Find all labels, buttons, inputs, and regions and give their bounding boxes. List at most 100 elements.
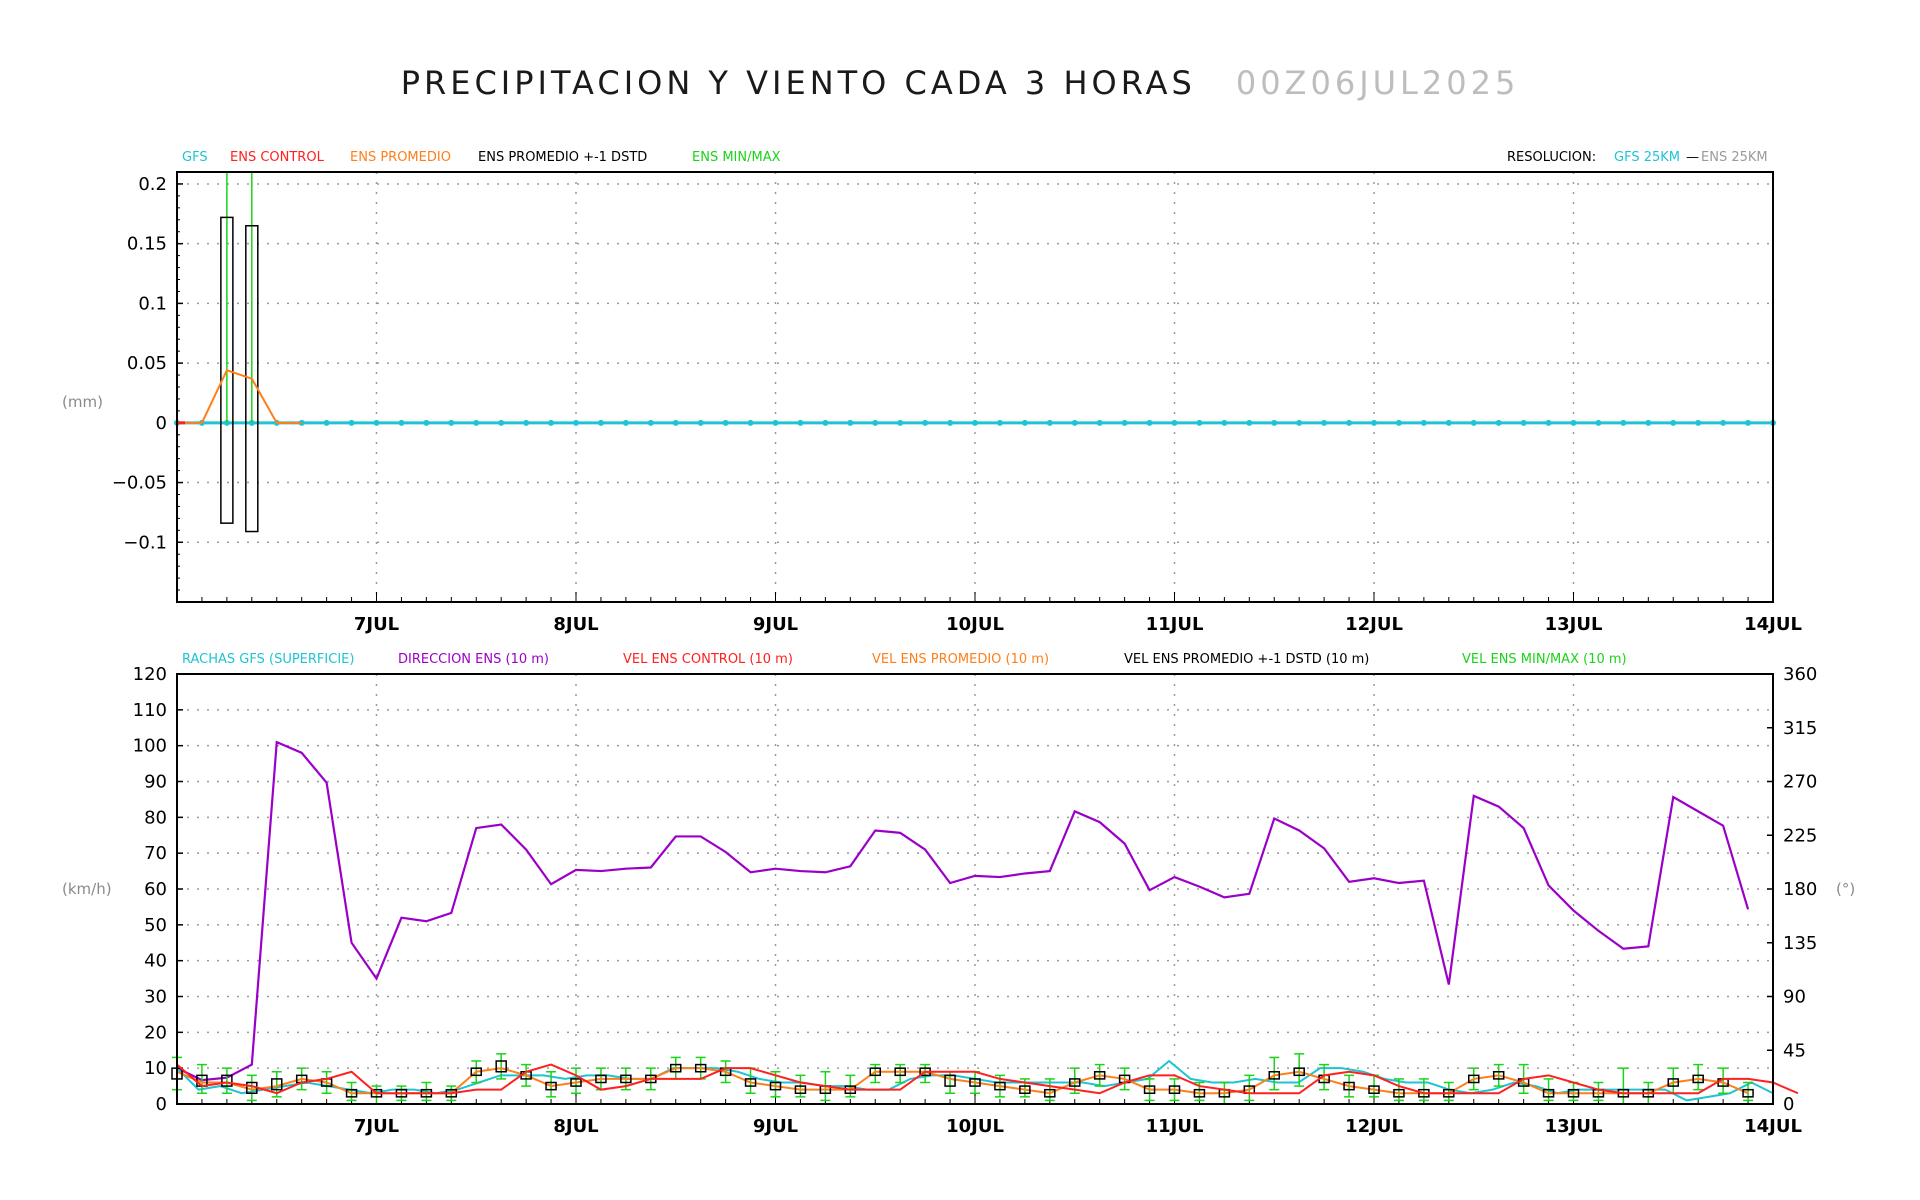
wind-dstd-box	[1368, 1085, 1380, 1095]
legend-gfs: GFS	[182, 150, 208, 165]
wind-dstd-box	[1143, 1085, 1156, 1095]
wind-dstd-box	[1468, 1074, 1480, 1084]
wind-dstd-box	[1168, 1085, 1181, 1095]
wind-dstd-box	[1044, 1088, 1056, 1098]
wind-ytick-label: 70	[144, 843, 167, 864]
wind-dstd-box	[1542, 1088, 1555, 1098]
precip-gfs-point	[523, 419, 530, 426]
precip-xtick-label: 8JUL	[553, 614, 598, 635]
precip-gfs-point	[1121, 419, 1128, 426]
precip-gfs-point	[697, 419, 704, 426]
precip-gfs-point	[872, 419, 879, 426]
precip-gfs-point	[1371, 419, 1377, 426]
wind-dstd-box	[1492, 1071, 1505, 1080]
wind-ytick-right-label: 45	[1783, 1040, 1806, 1061]
precip-xtick-label: 7JUL	[354, 614, 399, 635]
precip-gfs-point	[1171, 419, 1178, 426]
precip-gfs-point	[922, 419, 929, 426]
precip-xtick-label: 13JUL	[1545, 614, 1603, 635]
wind-dstd-box	[1069, 1078, 1081, 1087]
precip-gfs-point	[1520, 419, 1527, 426]
legend-rachas: RACHAS GFS (SUPERFICIE)	[182, 652, 354, 667]
wind-dstd-box	[694, 1063, 707, 1073]
precip-gfs-point	[1395, 419, 1402, 426]
precip-gfs-point	[672, 419, 679, 426]
run-date: 00Z06JUL2025	[1235, 64, 1520, 102]
precip-gfs-point	[1221, 419, 1228, 426]
legend-vel-promedio: VEL ENS PROMEDIO (10 m)	[872, 652, 1049, 667]
precip-dstd-box	[220, 216, 234, 524]
resolution-gfs: GFS 25KM	[1614, 150, 1680, 165]
wind-xtick-label: 13JUL	[1545, 1116, 1603, 1137]
precip-gfs-point	[1021, 419, 1028, 426]
wind-ytick-label: 100	[133, 736, 167, 757]
precip-gfs-point	[548, 419, 555, 426]
wind-series	[171, 740, 1799, 1105]
wind-dstd-box	[794, 1085, 807, 1095]
wind-dstd-box	[944, 1074, 956, 1087]
wind-dstd-box	[869, 1067, 881, 1077]
wind-dstd-box	[1019, 1085, 1031, 1095]
precip-gfs-point	[1495, 419, 1502, 426]
wind-dstd-box	[769, 1081, 782, 1091]
precip-ytick-label: −0.05	[112, 473, 167, 494]
wind-xtick-label: 11JUL	[1146, 1116, 1204, 1137]
wind-dstd-box	[595, 1074, 607, 1084]
wind-dstd-box	[495, 1060, 507, 1073]
precip-ylabel: (mm)	[62, 393, 103, 411]
wind-xtick-label: 10JUL	[946, 1116, 1004, 1137]
wind-ytick-right-label: 135	[1783, 933, 1817, 954]
wind-ylabel-right: (°)	[1836, 880, 1855, 898]
precip-gfs-point	[972, 419, 978, 426]
wind-ytick-label: 120	[133, 664, 167, 685]
precip-promedio-line	[177, 369, 302, 424]
precip-xtick-label: 11JUL	[1146, 614, 1204, 635]
precip-ytick-label: 0	[156, 413, 167, 434]
precip-gfs-point	[1271, 419, 1278, 426]
wind-ytick-label: 10	[144, 1058, 167, 1079]
precip-plot-frame	[176, 171, 1774, 603]
wind-dstd-box	[1193, 1088, 1206, 1098]
wind-xtick-label: 8JUL	[553, 1116, 598, 1137]
precip-gfs-point	[1420, 419, 1427, 426]
wind-direccion-line	[176, 740, 1750, 1082]
precip-grid	[177, 172, 1773, 602]
wind-ylabel-left: (km/h)	[62, 880, 112, 898]
precip-xtick-label: 9JUL	[753, 614, 798, 635]
precip-gfs-point	[822, 419, 829, 426]
precip-series	[174, 172, 1776, 533]
wind-ytick-label: 40	[144, 951, 167, 972]
wind-dstd-box	[894, 1067, 906, 1077]
precip-gfs-point	[647, 419, 654, 426]
precip-gfs-point	[772, 419, 779, 426]
resolution-label: RESOLUCION:	[1507, 150, 1596, 165]
precip-xtick-label: 12JUL	[1345, 614, 1403, 635]
precip-ytick-label: 0.15	[127, 234, 167, 255]
precip-ytick-label: −0.1	[123, 532, 167, 553]
precip-gfs-point	[473, 419, 480, 426]
precip-x-ticks: 7JUL 8JUL 9JUL 10JUL 11JUL 12JUL 13JUL 14JUL	[176, 592, 1802, 635]
precip-gfs-point	[722, 419, 729, 426]
wind-dstd-box	[221, 1074, 233, 1087]
precip-gfs-point	[1470, 419, 1477, 426]
wind-ytick-label: 110	[133, 700, 167, 721]
wind-xtick-label: 7JUL	[354, 1116, 399, 1137]
legend-dstd: ENS PROMEDIO +-1 DSTD	[478, 150, 647, 165]
wind-dstd-box	[994, 1081, 1006, 1091]
wind-ytick-right-label: 360	[1783, 664, 1817, 685]
precip-gfs-point	[1670, 419, 1677, 426]
precip-gfs-point	[1146, 419, 1153, 426]
precip-gfs-point	[996, 419, 1003, 426]
precip-gfs-point	[1570, 419, 1577, 426]
precip-gfs-point	[1046, 419, 1053, 426]
precip-gfs-point	[1595, 419, 1602, 426]
precip-ytick-label: 0.2	[138, 174, 167, 195]
precip-y-ticks: 0.2 0.15 0.1 0.05 0 −0.05 −0.1	[112, 174, 183, 603]
wind-ytick-right-label: 0	[1783, 1094, 1794, 1115]
precip-gfs-point	[1445, 419, 1452, 426]
resolution-sep: —	[1686, 150, 1699, 165]
precip-gfs-point	[398, 419, 405, 426]
wind-dstd-box	[1293, 1067, 1305, 1077]
wind-xtick-label: 14JUL	[1744, 1116, 1802, 1137]
legend-promedio: ENS PROMEDIO	[350, 150, 451, 165]
